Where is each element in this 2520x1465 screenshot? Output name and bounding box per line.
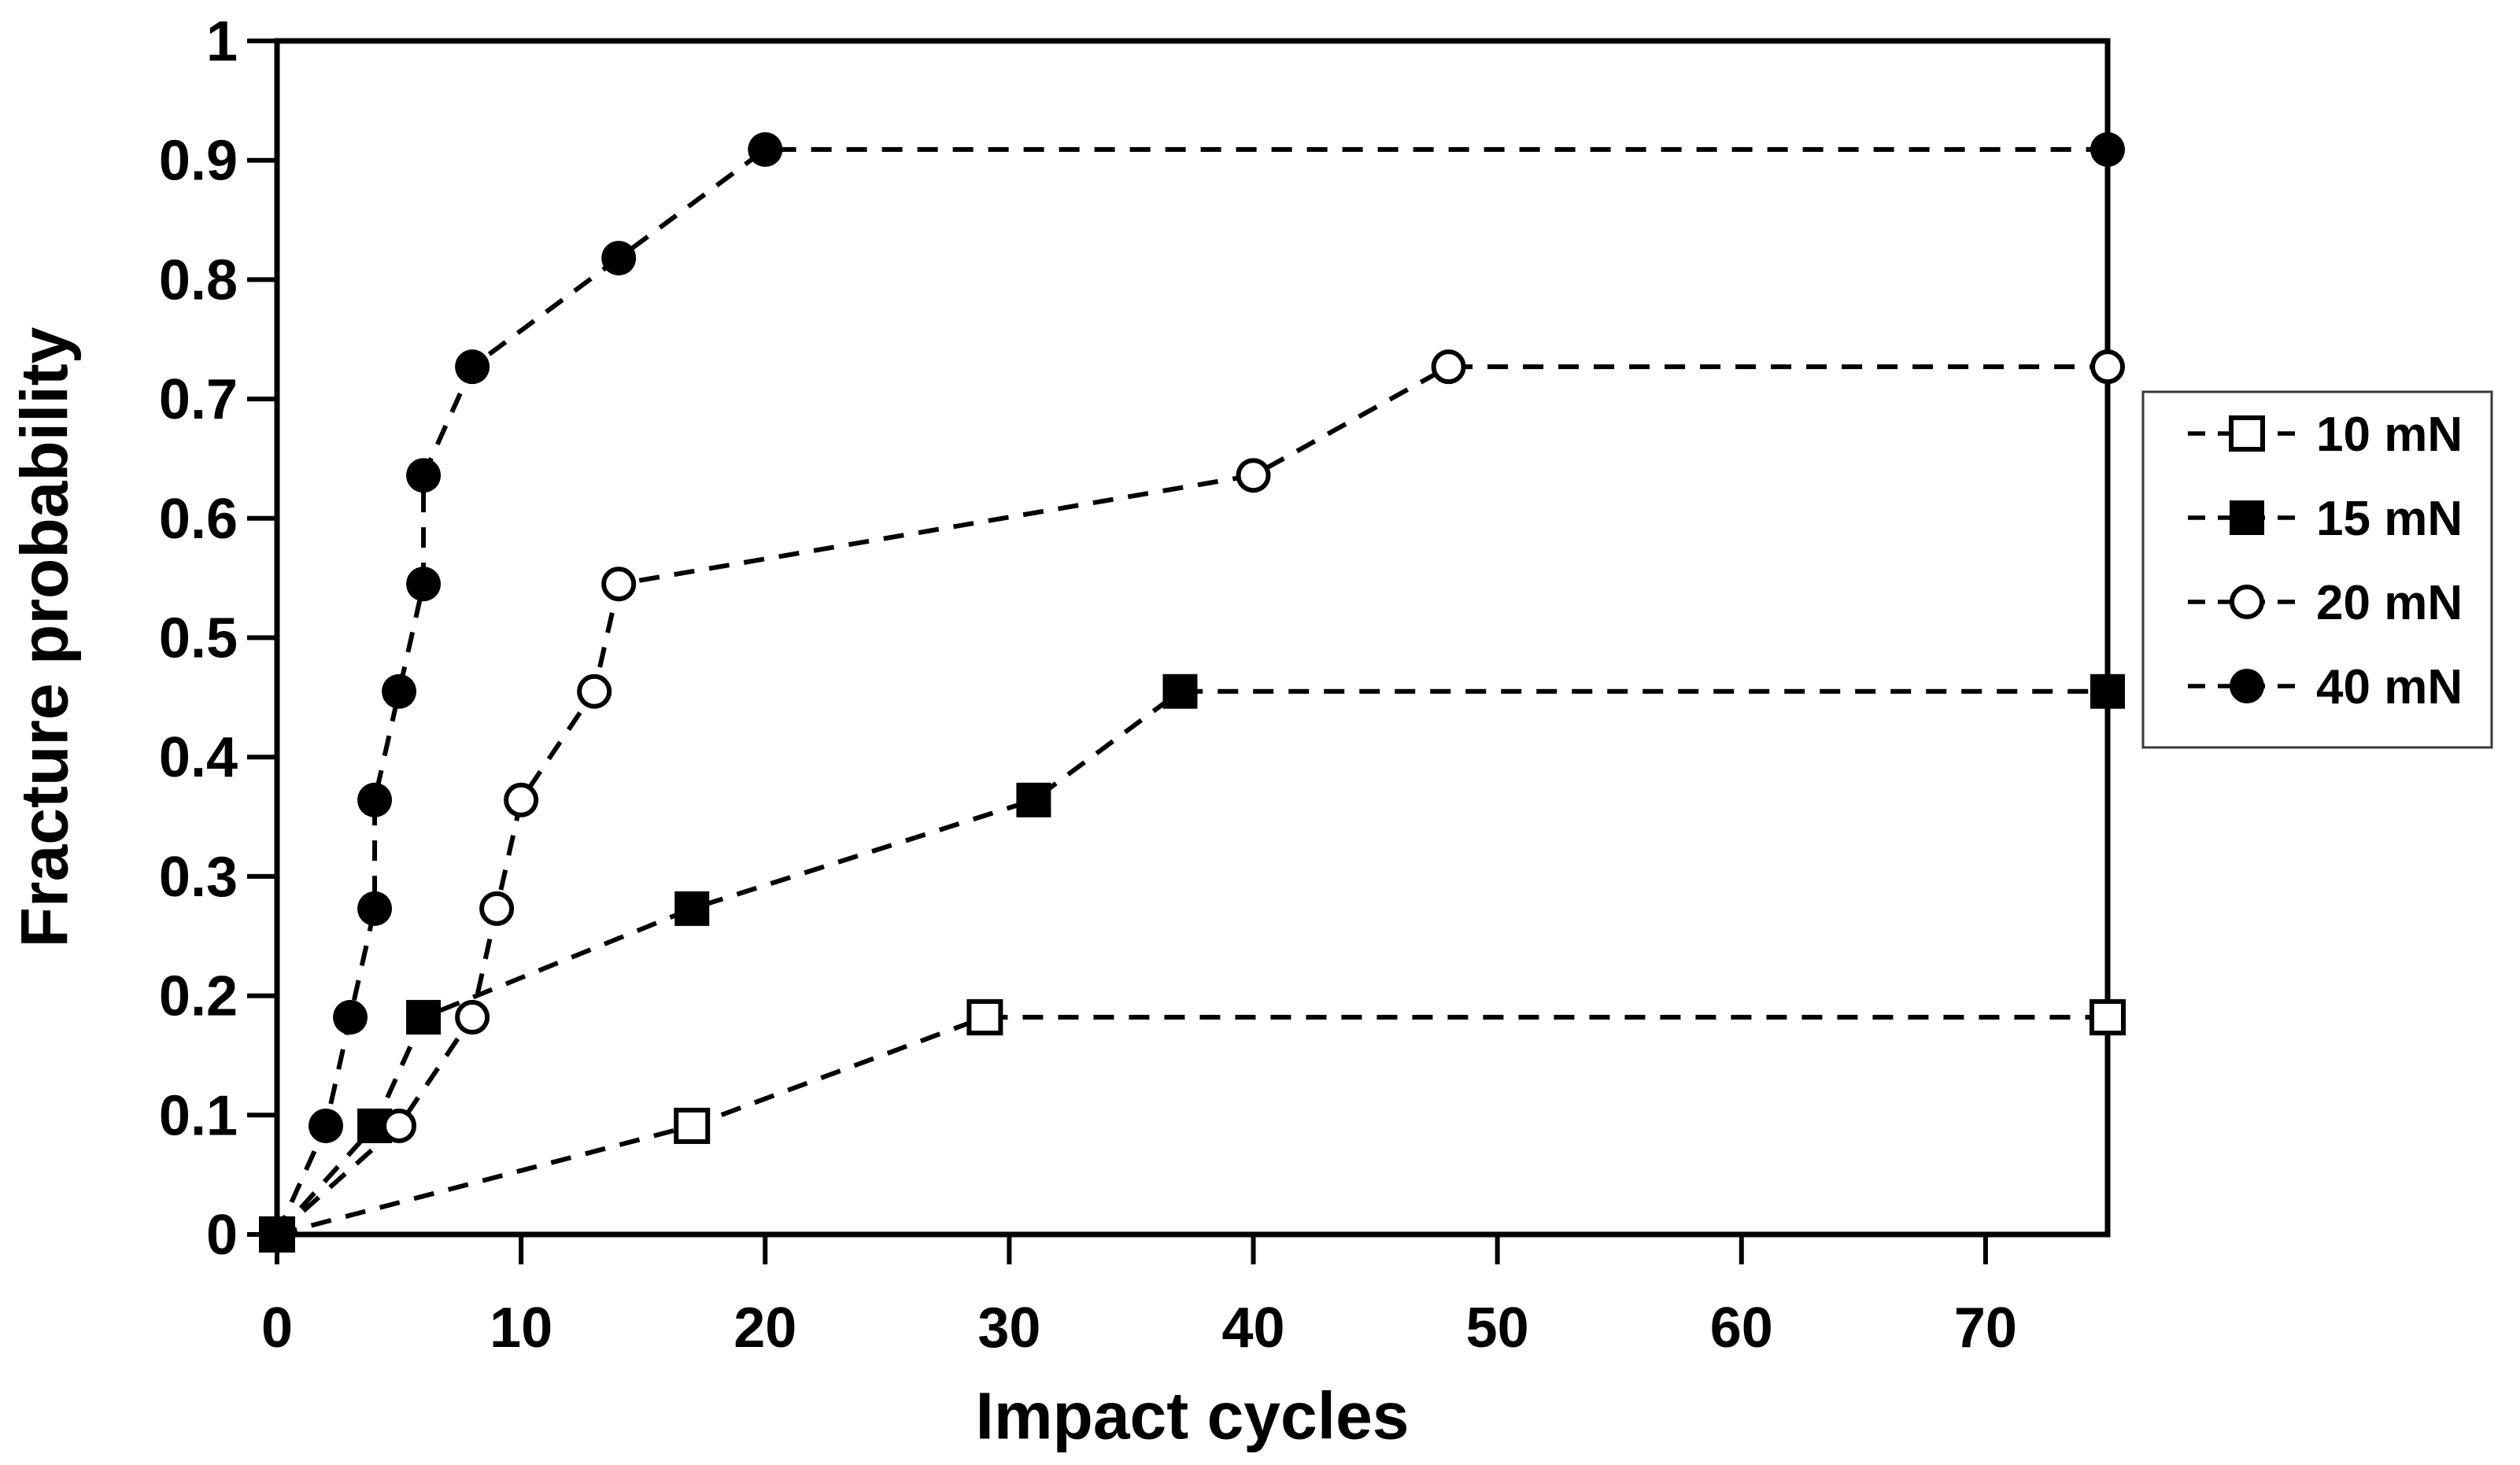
data-point-20-mN	[504, 782, 539, 817]
data-point-40-mN	[382, 673, 417, 709]
legend-label-10-mN: 10 mN	[2316, 408, 2463, 462]
data-point-20-mN	[577, 673, 612, 709]
y-tick-label: 0.7	[159, 368, 238, 431]
y-tick-label: 0.8	[159, 249, 238, 312]
series-line-40-mN	[275, 147, 2108, 1236]
x-tick-label: 0	[261, 1297, 293, 1360]
data-point-15-mN	[1016, 782, 1051, 817]
x-tick-label: 20	[733, 1297, 796, 1360]
x-axis-title: Impact cycles	[975, 1378, 1410, 1453]
legend-label-40-mN: 40 mN	[2316, 660, 2463, 714]
legend-marker-filled-circle	[2230, 669, 2264, 703]
legend-marker-open-square	[2229, 415, 2265, 452]
x-tick-label: 70	[1954, 1297, 2017, 1360]
x-tick-label: 10	[490, 1297, 552, 1360]
series-line-20-mN	[275, 364, 2108, 1237]
data-point-20-mN	[601, 566, 637, 602]
data-point-40-mN	[406, 566, 442, 602]
data-point-40-mN	[333, 999, 368, 1035]
data-point-10-mN	[966, 998, 1003, 1035]
y-axis-title: Fracture probability	[7, 327, 82, 948]
x-tick-label: 40	[1221, 1297, 1284, 1360]
data-point-40-mN	[455, 349, 490, 385]
data-point-15-mN	[674, 891, 710, 926]
x-tick-label: 50	[1466, 1297, 1529, 1360]
data-point-40-mN	[309, 1108, 344, 1143]
x-tick-label: 60	[1710, 1297, 1773, 1360]
data-point-40-mN	[2090, 132, 2125, 168]
data-point-20-mN	[1236, 458, 1271, 493]
legend-label-15-mN: 15 mN	[2316, 492, 2463, 546]
y-tick-label: 0.2	[159, 965, 238, 1028]
data-point-40-mN	[601, 241, 637, 276]
legend-label-20-mN: 20 mN	[2316, 576, 2463, 630]
y-tick-label: 0.5	[159, 607, 238, 670]
legend-marker-filled-square	[2230, 500, 2264, 535]
data-point-20-mN	[2090, 349, 2125, 385]
data-point-15-mN	[2090, 673, 2125, 709]
data-point-40-mN	[406, 458, 442, 493]
data-point-40-mN	[748, 132, 783, 168]
data-point-40-mN	[357, 782, 393, 817]
y-tick-label: 1	[206, 10, 238, 73]
data-point-20-mN	[382, 1108, 417, 1143]
y-tick-label: 0.9	[159, 130, 238, 193]
data-point-20-mN	[1431, 349, 1466, 385]
data-point-10-mN	[674, 1107, 711, 1144]
data-point-20-mN	[455, 999, 490, 1035]
y-tick-label: 0.6	[159, 488, 238, 551]
x-tick-label: 30	[977, 1297, 1040, 1360]
y-tick-label: 0.4	[159, 726, 238, 789]
series-line-10-mN	[276, 1014, 2108, 1237]
data-point-15-mN	[406, 999, 442, 1035]
data-point-20-mN	[479, 891, 515, 926]
y-tick-label: 0	[206, 1204, 238, 1267]
data-point-10-mN	[2090, 998, 2126, 1035]
series-line-15-mN	[275, 688, 2108, 1237]
data-point-15-mN	[1162, 673, 1198, 709]
y-tick-label: 0.3	[159, 846, 238, 909]
legend-marker-open-circle	[2230, 585, 2264, 619]
data-point-40-mN	[260, 1217, 294, 1252]
y-tick-label: 0.1	[159, 1084, 238, 1147]
data-point-40-mN	[357, 891, 393, 926]
plot-border	[274, 38, 2111, 1238]
